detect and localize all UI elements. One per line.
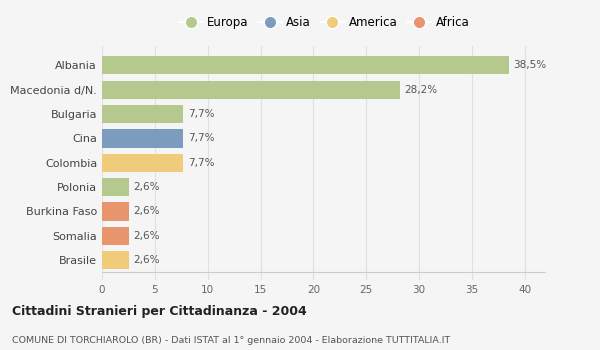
Text: 7,7%: 7,7% <box>188 109 214 119</box>
Bar <box>102 105 184 123</box>
Text: 2,6%: 2,6% <box>134 182 160 192</box>
Bar <box>102 202 130 220</box>
Text: 2,6%: 2,6% <box>134 206 160 217</box>
Text: 2,6%: 2,6% <box>134 231 160 241</box>
Bar <box>102 56 509 75</box>
Text: 38,5%: 38,5% <box>513 60 547 70</box>
Text: 28,2%: 28,2% <box>404 85 437 95</box>
Text: 7,7%: 7,7% <box>188 133 214 143</box>
Legend: Europa, Asia, America, Africa: Europa, Asia, America, Africa <box>176 14 472 32</box>
Bar <box>102 154 184 172</box>
Bar <box>102 80 400 99</box>
Bar <box>102 251 130 270</box>
Bar <box>102 227 130 245</box>
Text: COMUNE DI TORCHIAROLO (BR) - Dati ISTAT al 1° gennaio 2004 - Elaborazione TUTTIT: COMUNE DI TORCHIAROLO (BR) - Dati ISTAT … <box>12 336 450 345</box>
Text: Cittadini Stranieri per Cittadinanza - 2004: Cittadini Stranieri per Cittadinanza - 2… <box>12 305 307 318</box>
Text: 7,7%: 7,7% <box>188 158 214 168</box>
Bar <box>102 178 130 196</box>
Text: 2,6%: 2,6% <box>134 255 160 265</box>
Bar <box>102 129 184 147</box>
